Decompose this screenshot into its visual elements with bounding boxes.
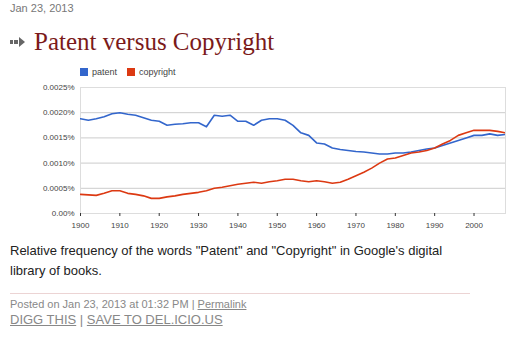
svg-text:0.0020%: 0.0020%: [43, 108, 75, 117]
svg-text:1900: 1900: [72, 221, 90, 230]
html-text:patent: patent: [92, 67, 117, 77]
html-text:copyright: copyright: [139, 67, 176, 77]
svg-text:1920: 1920: [150, 221, 168, 230]
html-text:Jan 23, 2013: Jan 23, 2013: [10, 2, 74, 14]
html-text:Relative frequency of the word: Relative frequency of the words "Patent"…: [10, 243, 443, 278]
svg-text:2000: 2000: [465, 221, 483, 230]
svg-text:1950: 1950: [268, 221, 286, 230]
svg-text:0.0005%: 0.0005%: [43, 184, 75, 193]
svg-text:0.0015%: 0.0015%: [43, 133, 75, 142]
svg-text:1960: 1960: [308, 221, 326, 230]
svg-text:1970: 1970: [347, 221, 365, 230]
svg-text:1910: 1910: [111, 221, 129, 230]
svg-text:0.00%: 0.00%: [52, 209, 75, 218]
svg-text:1980: 1980: [386, 221, 404, 230]
svg-text:0.0010%: 0.0010%: [43, 159, 75, 168]
svg-text:0.0025%: 0.0025%: [43, 83, 75, 92]
html-text:Patent versus Copyright: Patent versus Copyright: [34, 28, 275, 55]
svg-text:1940: 1940: [229, 221, 247, 230]
html-text:Posted on Jan 23, 2013 at 01:3: Posted on Jan 23, 2013 at 01:32 PM | Per…: [10, 298, 247, 310]
html-text:DIGG THIS | SAVE TO DEL.ICIO.U: DIGG THIS | SAVE TO DEL.ICIO.US: [10, 312, 223, 327]
svg-text:1930: 1930: [190, 221, 208, 230]
svg-text:1990: 1990: [426, 221, 444, 230]
